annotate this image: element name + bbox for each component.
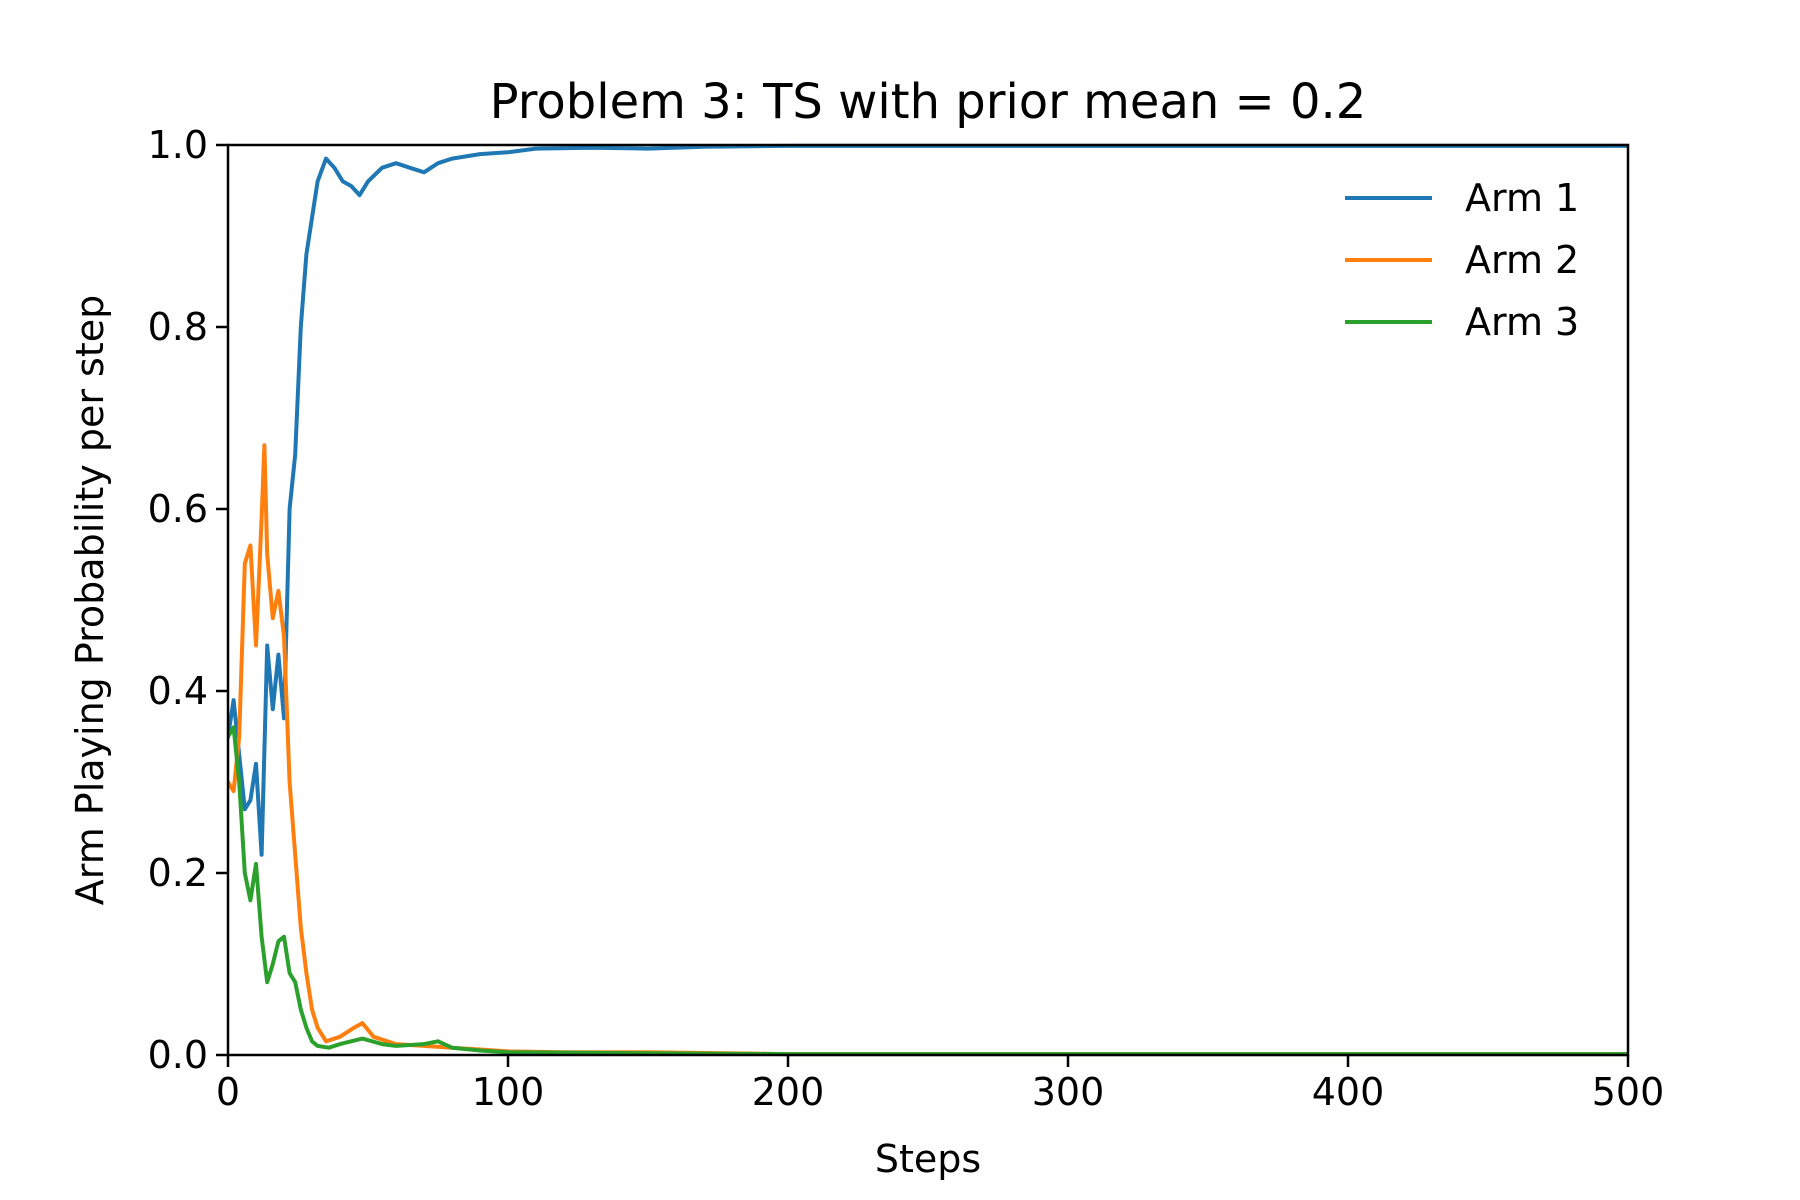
y-tick-label: 0.2	[148, 851, 208, 895]
x-tick-label: 400	[1312, 1070, 1385, 1114]
axes-frame	[226, 143, 1630, 1057]
legend-label-2: Arm 2	[1465, 238, 1579, 282]
series-line-3	[228, 725, 1628, 1057]
y-tick-label: 0.8	[148, 305, 208, 349]
x-tick-label: 100	[472, 1070, 545, 1114]
y-tick-label: 0.4	[148, 669, 208, 713]
y-axis-label: Arm Playing Probability per step	[68, 295, 112, 906]
y-tick-label: 0.0	[148, 1033, 208, 1077]
legend: Arm 1 Arm 2 Arm 3	[1345, 176, 1579, 344]
axes: 0 100 200 300 400 500 0.0 0.2 0.4 0.6 0.8 1.0	[148, 123, 1665, 1114]
x-axis-label: Steps	[875, 1137, 981, 1181]
chart-title: Problem 3: TS with prior mean = 0.2	[490, 74, 1367, 130]
y-tick-label: 1.0	[148, 123, 208, 167]
series-line-1	[228, 143, 1628, 857]
plot-area	[228, 143, 1628, 1057]
legend-label-3: Arm 3	[1465, 300, 1579, 344]
y-tick-label: 0.6	[148, 487, 208, 531]
x-tick-label: 300	[1032, 1070, 1105, 1114]
legend-label-1: Arm 1	[1465, 176, 1579, 220]
x-tick-label: 200	[752, 1070, 825, 1114]
x-tick-label: 0	[216, 1070, 240, 1114]
x-tick-label: 500	[1592, 1070, 1665, 1114]
